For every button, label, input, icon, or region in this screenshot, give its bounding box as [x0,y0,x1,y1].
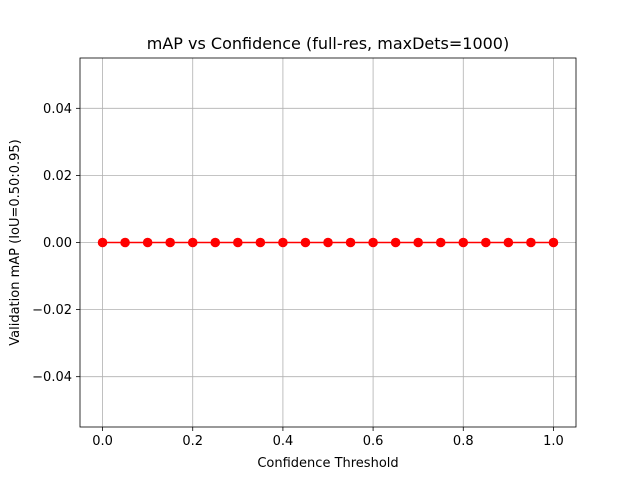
x-axis-label: Confidence Threshold [257,456,398,471]
data-point [345,237,356,248]
y-tick-label: 0.00 [43,236,72,251]
data-point [120,237,130,248]
data-point [323,237,333,248]
x-tick-label: 0.4 [273,434,294,449]
y-tick-label: −0.04 [32,370,72,385]
data-point [165,237,175,248]
y-tick-label: −0.02 [32,303,72,318]
x-tick-label: 0.8 [453,434,474,449]
data-point [233,237,243,248]
data-point [481,237,491,248]
data-point [187,237,198,248]
x-tick-label: 0.6 [363,434,384,449]
data-point [548,237,559,248]
x-tick-label: 0.2 [182,434,203,449]
y-tick-label: 0.02 [43,169,72,184]
data-point [413,237,423,248]
y-tick-label: 0.04 [43,102,72,117]
data-point [526,237,536,248]
data-point [458,237,469,248]
chart-title: mAP vs Confidence (full-res, maxDets=100… [147,34,509,53]
data-point [300,237,311,248]
series-layer [97,237,559,248]
ticks: 0.0 0.2 0.4 0.6 0.8 1.0 −0.04 −0.02 0.00 0.02 0.04 [32,102,564,449]
data-point [390,237,401,248]
data-point [503,237,514,248]
x-tick-label: 1.0 [543,434,564,449]
data-point [435,237,446,248]
y-axis-label: Validation mAP (IoU=0.50:0.95) [8,139,23,345]
data-point [255,237,266,248]
data-point [210,237,221,248]
data-point [368,237,378,248]
data-point [278,237,288,248]
data-point [142,237,153,248]
x-tick-label: 0.0 [92,434,113,449]
data-point [97,237,108,248]
